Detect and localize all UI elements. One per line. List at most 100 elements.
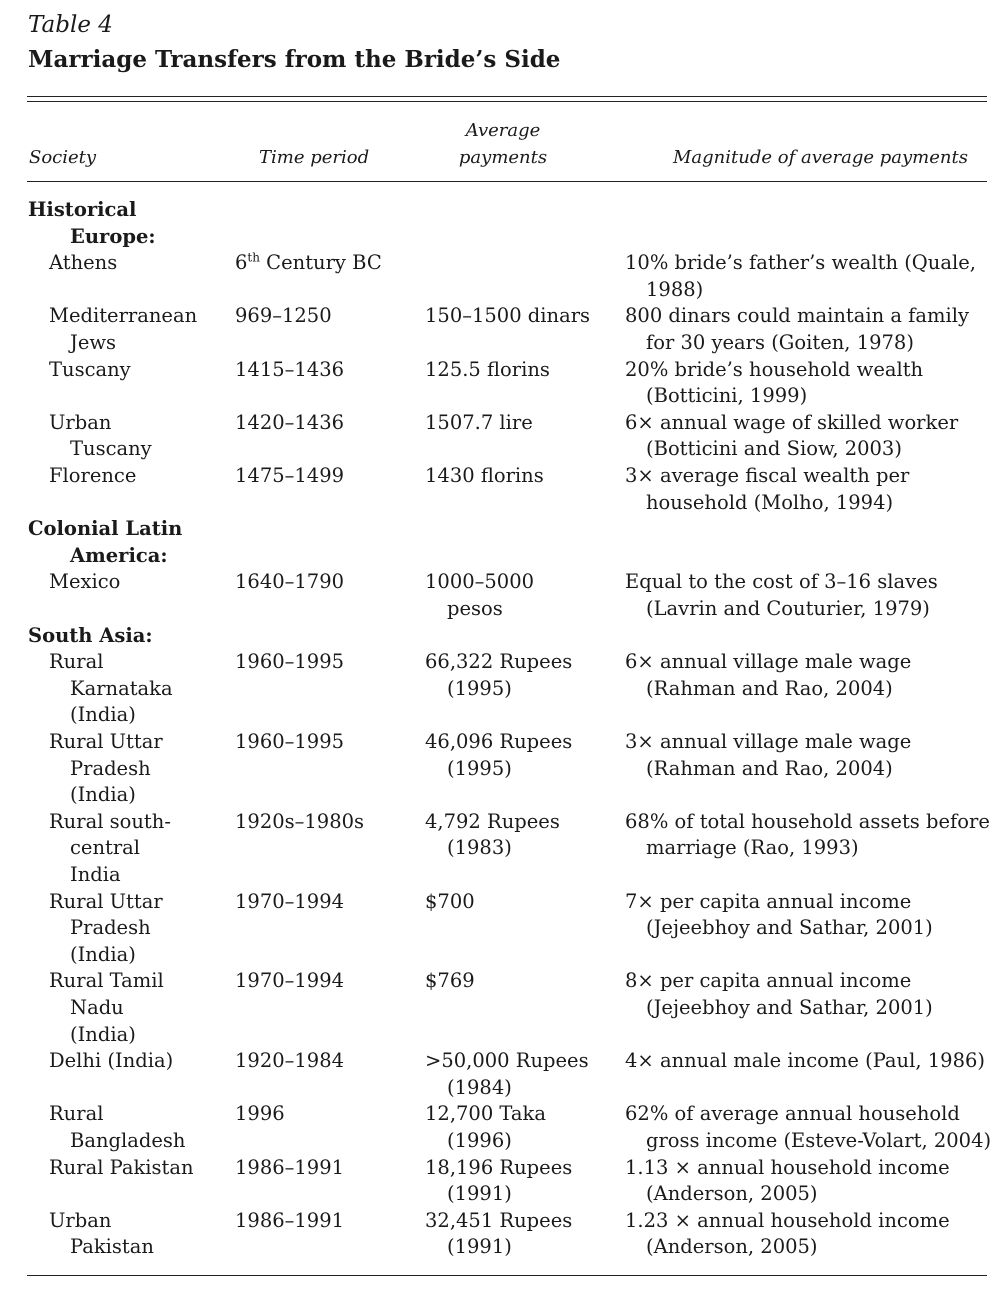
society-cell: Jews — [70, 331, 117, 354]
payment-cell: 150–1500 dinars — [425, 304, 591, 328]
period-cell: 6th Century BC — [235, 250, 382, 277]
group-heading: Colonial Latin — [28, 517, 183, 541]
period-cell: 1986–1991 — [235, 1208, 345, 1232]
magnitude-cell: 7× per capita annual income — [625, 889, 912, 913]
society-cell: Urban — [49, 1208, 112, 1232]
header-time-period: Time period — [259, 147, 370, 168]
society-cell: (India) — [70, 1022, 136, 1046]
group-heading: Historical — [28, 198, 137, 221]
period-text: Century BC — [259, 251, 382, 275]
magnitude-cell: (Jejeebhoy and Sathar, 2001) — [646, 916, 933, 940]
society-cell: Rural Uttar — [49, 889, 163, 913]
payment-cell: (1991) — [447, 1235, 512, 1259]
magnitude-cell: 1.23 × annual household income — [625, 1208, 950, 1232]
society-cell: Tuscany — [49, 357, 131, 381]
period-cell: 1996 — [235, 1102, 285, 1126]
payment-cell: 1000–5000 — [425, 570, 535, 594]
society-cell: Rural Tamil — [49, 969, 164, 993]
period-cell: 969–1250 — [235, 304, 332, 328]
society-cell: India — [70, 863, 121, 886]
society-cell: (India) — [70, 703, 136, 727]
society-cell: Tuscany — [70, 437, 152, 461]
society-cell: Nadu — [70, 996, 124, 1019]
table-label: Table 4 — [28, 12, 113, 38]
table-title: Marriage Transfers from the Bride’s Side — [28, 46, 561, 73]
period-cell: 1986–1991 — [235, 1155, 345, 1179]
period-number: 6 — [235, 251, 248, 275]
payment-cell: >50,000 Rupees — [425, 1049, 589, 1073]
header-rule — [27, 181, 987, 182]
header-magnitude: Magnitude of average payments — [673, 147, 968, 168]
payment-cell: (1995) — [447, 756, 512, 780]
payment-cell: 18,196 Rupees — [425, 1155, 573, 1179]
magnitude-cell: (Botticini and Siow, 2003) — [646, 437, 902, 461]
society-cell: Rural — [49, 650, 104, 674]
group-heading: America: — [70, 543, 168, 567]
magnitude-cell: 8× per capita annual income — [625, 969, 912, 993]
society-cell: Rural Uttar — [49, 730, 163, 753]
period-cell: 1920–1984 — [235, 1049, 345, 1073]
period-cell: 1960–1995 — [235, 650, 345, 674]
magnitude-cell: (Rahman and Rao, 2004) — [646, 676, 893, 700]
payment-cell: 4,792 Rupees — [425, 809, 560, 833]
magnitude-cell: (Lavrin and Couturier, 1979) — [646, 597, 930, 620]
payment-cell: pesos — [447, 597, 503, 620]
period-cell: 1420–1436 — [235, 410, 345, 434]
period-cell: 1970–1994 — [235, 889, 345, 913]
magnitude-cell: (Botticini, 1999) — [646, 384, 808, 408]
payment-cell: 46,096 Rupees — [425, 730, 573, 753]
magnitude-cell: gross income (Esteve-Volart, 2004) — [646, 1129, 992, 1152]
period-cell: 1640–1790 — [235, 570, 345, 594]
magnitude-cell: 3× average fiscal wealth per — [625, 464, 910, 487]
society-cell: Athens — [49, 251, 118, 275]
magnitude-cell: 68% of total household assets before — [625, 809, 990, 833]
society-cell: Karnataka — [70, 676, 173, 700]
payment-cell: 32,451 Rupees — [425, 1208, 573, 1232]
payment-cell: (1995) — [447, 676, 512, 700]
magnitude-cell: 6× annual village male wage — [625, 650, 912, 674]
society-cell: Rural south- — [49, 809, 171, 833]
society-cell: Pakistan — [70, 1235, 154, 1259]
header-payments-line1: Average — [465, 120, 541, 141]
header-payments-line2: payments — [458, 147, 548, 168]
payment-cell: (1984) — [447, 1075, 512, 1099]
payment-cell: 66,322 Rupees — [425, 650, 573, 674]
period-cell: 1415–1436 — [235, 357, 345, 381]
header-society: Society — [29, 147, 97, 168]
bottom-rule — [27, 1275, 987, 1276]
society-cell: Rural Pakistan — [49, 1155, 194, 1179]
society-cell: Urban — [49, 410, 112, 434]
period-ordinal-suffix: th — [247, 250, 260, 265]
society-cell: central — [70, 836, 141, 860]
society-cell: (India) — [70, 942, 136, 966]
magnitude-cell: household (Molho, 1994) — [646, 490, 894, 514]
period-cell: 1920s–1980s — [235, 809, 365, 833]
magnitude-cell: 4× annual male income (Paul, 1986) — [625, 1049, 985, 1073]
society-cell: Mexico — [49, 570, 121, 594]
payment-cell: $769 — [425, 969, 475, 993]
society-cell: Rural — [49, 1102, 104, 1126]
society-cell: Pradesh — [70, 916, 151, 940]
payment-cell: (1991) — [447, 1182, 512, 1206]
payment-cell: $700 — [425, 889, 475, 913]
magnitude-cell: (Jejeebhoy and Sathar, 2001) — [646, 996, 933, 1019]
payment-cell: 1507.7 lire — [425, 410, 533, 434]
society-cell: Delhi (India) — [49, 1049, 174, 1073]
payment-cell: 125.5 florins — [425, 357, 550, 381]
group-heading: South Asia: — [28, 623, 153, 647]
top-rule-lower — [27, 101, 987, 102]
society-cell: Florence — [49, 464, 137, 487]
magnitude-cell: marriage (Rao, 1993) — [646, 836, 859, 860]
payment-cell: 1430 florins — [425, 464, 544, 487]
magnitude-cell: 3× annual village male wage — [625, 730, 912, 753]
magnitude-cell: 1.13 × annual household income — [625, 1155, 950, 1179]
magnitude-cell: 62% of average annual household — [625, 1102, 960, 1126]
society-cell: (India) — [70, 783, 136, 807]
magnitude-cell: (Anderson, 2005) — [646, 1182, 818, 1206]
top-rule-upper — [27, 96, 987, 97]
magnitude-cell: 800 dinars could maintain a family — [625, 304, 970, 328]
magnitude-cell: 6× annual wage of skilled worker — [625, 410, 959, 434]
payment-cell: 12,700 Taka — [425, 1102, 546, 1126]
magnitude-cell: 10% bride’s father’s wealth (Quale, — [625, 251, 976, 275]
